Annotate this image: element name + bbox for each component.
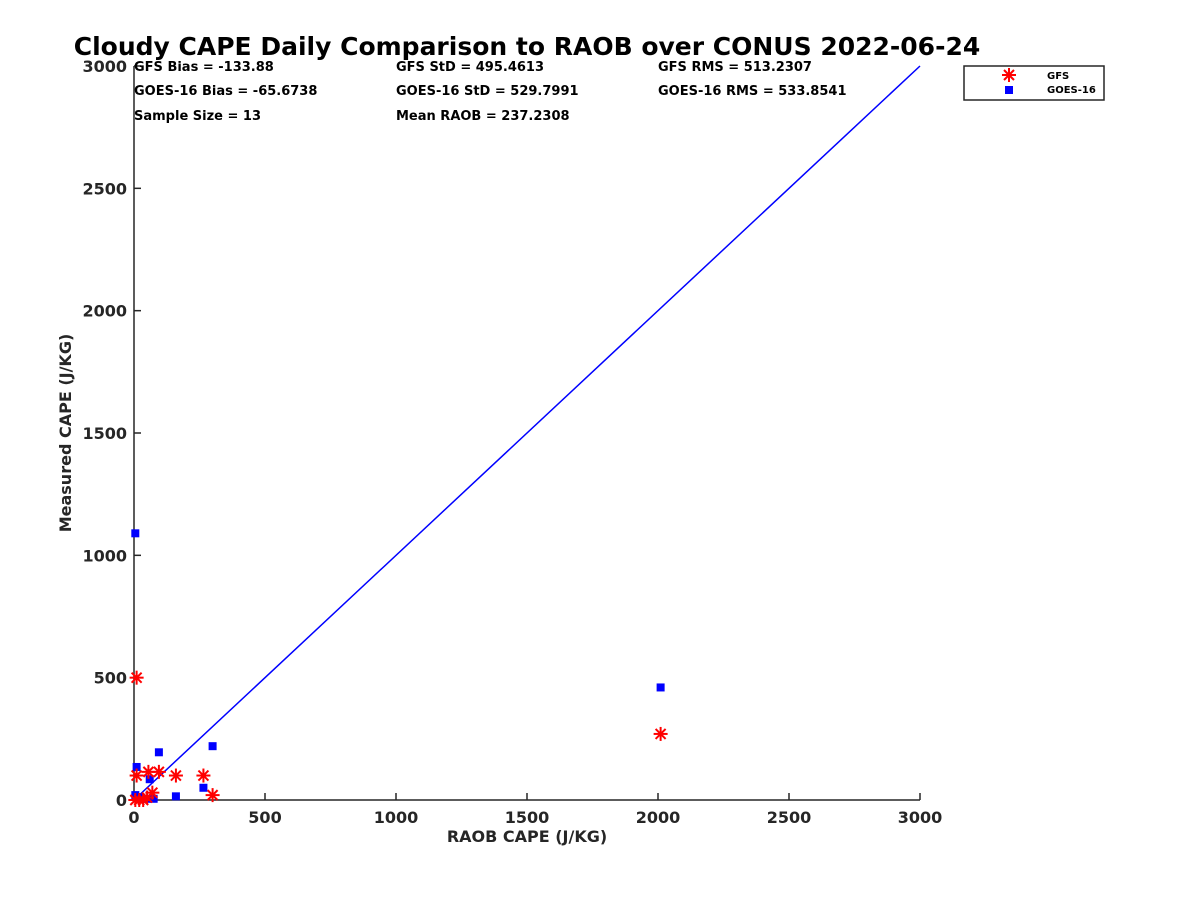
- goes16-point: [208, 742, 217, 751]
- stats-block: GFS Bias = -133.88 GFS StD = 495.4613 GFS …: [134, 60, 847, 124]
- legend-gfs-icon: [1002, 68, 1016, 82]
- y-tick-label: 3000: [82, 57, 127, 76]
- goes16-point: [199, 783, 208, 792]
- legend-label-goes: GOES-16: [1047, 85, 1096, 96]
- y-tick-label: 0: [116, 791, 127, 810]
- x-tick-label: 500: [248, 808, 281, 827]
- goes16-point: [171, 792, 180, 801]
- goes16-point: [145, 775, 154, 784]
- gfs-point: [205, 788, 220, 803]
- one-to-one-line: [133, 65, 921, 801]
- y-tick-label: 1500: [82, 424, 127, 443]
- data-points: [128, 529, 668, 807]
- gfs-point: [196, 768, 211, 783]
- reference-line: [133, 65, 921, 801]
- goes16-point: [132, 762, 141, 771]
- stat-text: GOES-16 Bias = -65.6738: [134, 84, 317, 99]
- legend-box: [963, 65, 1105, 101]
- stat-text: GFS RMS = 513.2307: [658, 60, 812, 75]
- gfs-point: [129, 670, 144, 685]
- x-tick-label: 3000: [898, 808, 943, 827]
- stat-text: GOES-16 StD = 529.7991: [396, 84, 579, 99]
- legend-label-gfs: GFS: [1047, 71, 1069, 82]
- legend-goes-icon: [1005, 86, 1013, 94]
- x-tick-label: 1500: [505, 808, 550, 827]
- gfs-point: [168, 768, 183, 783]
- x-ticks: 0 500 1000 1500 2000 2500 3000: [128, 793, 942, 827]
- goes16-point: [149, 794, 158, 803]
- goes16-point: [131, 529, 140, 538]
- x-tick-label: 2000: [636, 808, 681, 827]
- goes16-point: [656, 683, 665, 692]
- goes16-point: [154, 748, 163, 757]
- y-tick-label: 500: [94, 669, 127, 688]
- gfs-point: [653, 726, 668, 741]
- y-tick-label: 2500: [82, 179, 127, 198]
- y-axis-label: Measured CAPE (J/KG): [56, 334, 75, 533]
- gfs-point: [140, 790, 155, 805]
- stat-text: Mean RAOB = 237.2308: [396, 109, 570, 124]
- y-tick-label: 2000: [82, 302, 127, 321]
- gfs-point: [129, 768, 144, 783]
- x-tick-label: 1000: [374, 808, 419, 827]
- x-tick-label: 2500: [767, 808, 812, 827]
- chart-title: Cloudy CAPE Daily Comparison to RAOB ove…: [74, 32, 980, 61]
- stat-text: GFS StD = 495.4613: [396, 60, 544, 75]
- x-axis-label: RAOB CAPE (J/KG): [447, 827, 607, 846]
- x-tick-label: 0: [128, 808, 139, 827]
- stat-text: GOES-16 RMS = 533.8541: [658, 84, 847, 99]
- y-tick-label: 1000: [82, 546, 127, 565]
- stat-text: GFS Bias = -133.88: [134, 60, 274, 75]
- legend: GFS GOES-16: [963, 65, 1105, 101]
- y-ticks: 0 500 1000 1500 2000 2500 3000: [82, 57, 141, 810]
- stat-text: Sample Size = 13: [134, 109, 261, 124]
- gfs-point: [151, 764, 166, 779]
